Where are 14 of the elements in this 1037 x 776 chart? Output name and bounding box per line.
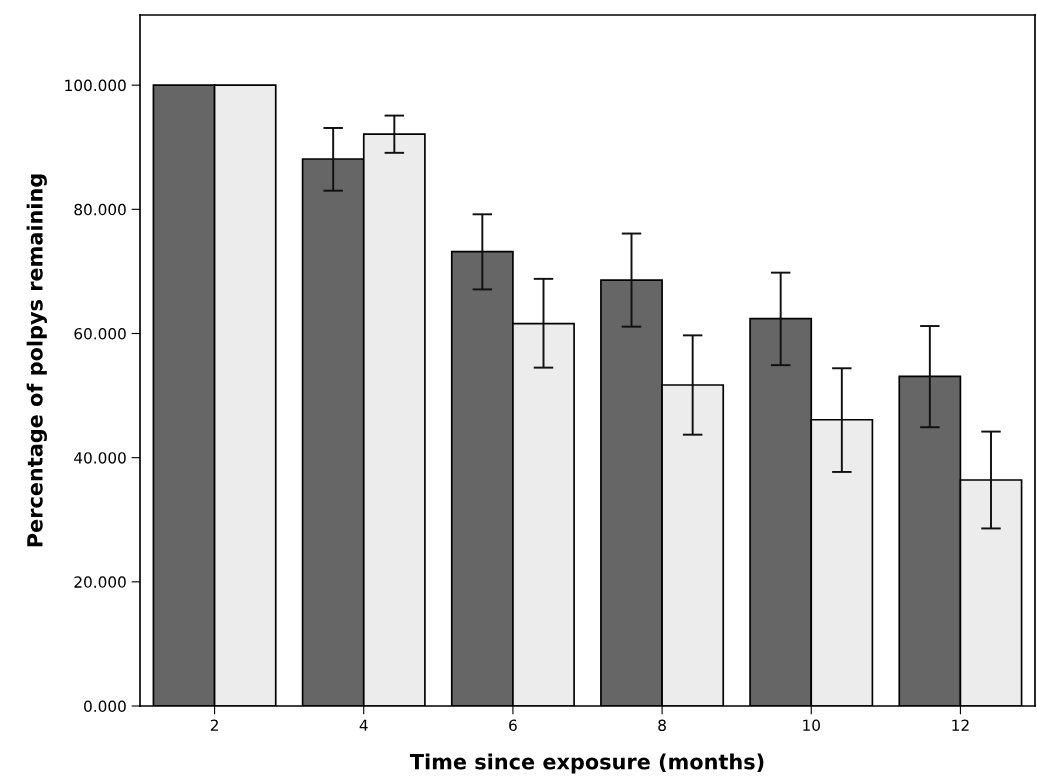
- y-tick-label: 0.000: [84, 700, 126, 713]
- y-tick-label: 20.000: [74, 576, 126, 588]
- x-tick-label: 12: [952, 719, 969, 731]
- x-tick-label: 10: [803, 719, 820, 732]
- y-tick-label: 40.000: [74, 452, 126, 464]
- x-tick-label: 8: [658, 719, 666, 732]
- y-tick-label: 80.000: [74, 203, 126, 216]
- x-axis-title: Time since exposure (months): [409, 753, 764, 774]
- x-tick-label: 6: [509, 719, 517, 732]
- y-tick-label: 60.000: [74, 327, 126, 340]
- y-axis-title: Percentage of polpys remaining: [26, 174, 47, 547]
- x-tick-label: 2: [210, 719, 218, 731]
- x-tick-label: 4: [359, 719, 368, 731]
- y-tick-label: 100.000: [65, 79, 126, 92]
